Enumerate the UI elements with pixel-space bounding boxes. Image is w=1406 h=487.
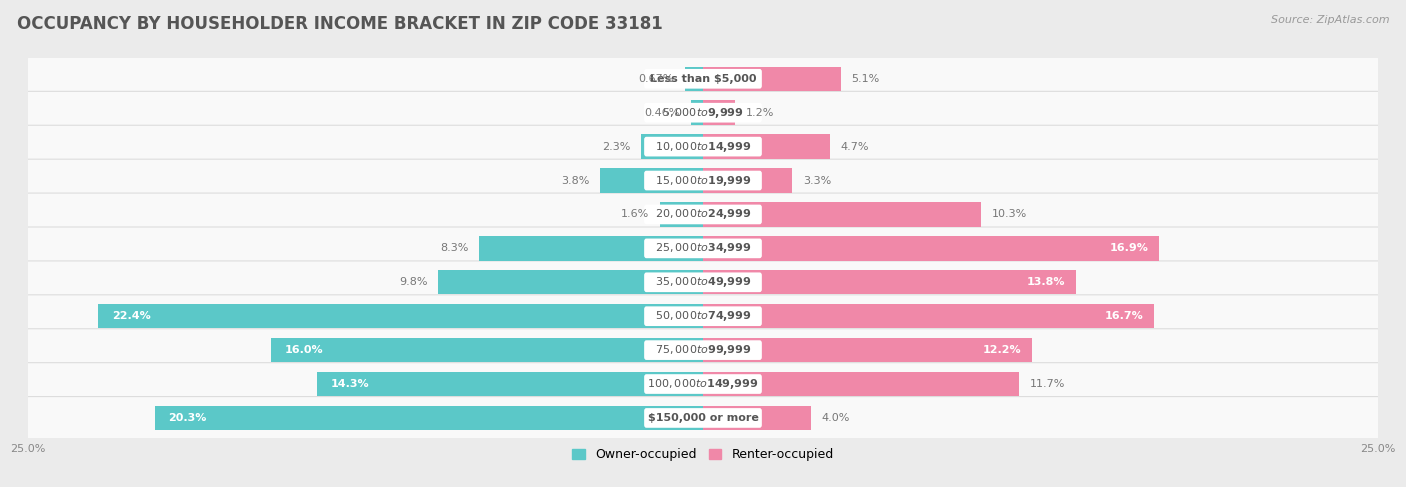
Bar: [316, 372, 703, 396]
FancyBboxPatch shape: [644, 340, 762, 360]
Bar: [685, 67, 703, 91]
FancyBboxPatch shape: [644, 137, 762, 156]
FancyBboxPatch shape: [644, 171, 762, 190]
Bar: [703, 100, 735, 125]
Text: 2.3%: 2.3%: [602, 142, 630, 151]
Text: $150,000 or more: $150,000 or more: [648, 413, 758, 423]
Text: 13.8%: 13.8%: [1026, 277, 1064, 287]
FancyBboxPatch shape: [25, 363, 1381, 405]
Bar: [703, 338, 1032, 362]
FancyBboxPatch shape: [25, 125, 1381, 168]
Text: 16.7%: 16.7%: [1104, 311, 1143, 321]
Text: 11.7%: 11.7%: [1029, 379, 1064, 389]
FancyBboxPatch shape: [25, 261, 1381, 304]
Text: 0.67%: 0.67%: [638, 74, 673, 84]
Text: 1.6%: 1.6%: [621, 209, 650, 220]
Bar: [600, 169, 703, 193]
FancyBboxPatch shape: [25, 329, 1381, 372]
Text: 4.0%: 4.0%: [821, 413, 851, 423]
FancyBboxPatch shape: [25, 227, 1381, 270]
FancyBboxPatch shape: [644, 272, 762, 292]
Bar: [703, 202, 981, 226]
Text: 20.3%: 20.3%: [169, 413, 207, 423]
Bar: [271, 338, 703, 362]
FancyBboxPatch shape: [25, 295, 1381, 337]
Legend: Owner-occupied, Renter-occupied: Owner-occupied, Renter-occupied: [568, 443, 838, 466]
Text: $100,000 to $149,999: $100,000 to $149,999: [647, 377, 759, 391]
FancyBboxPatch shape: [644, 374, 762, 394]
Text: 16.0%: 16.0%: [284, 345, 323, 355]
Text: $50,000 to $74,999: $50,000 to $74,999: [655, 309, 751, 323]
Bar: [690, 100, 703, 125]
Bar: [155, 406, 703, 430]
FancyBboxPatch shape: [25, 159, 1381, 202]
FancyBboxPatch shape: [25, 92, 1381, 134]
FancyBboxPatch shape: [644, 408, 762, 428]
Text: $20,000 to $24,999: $20,000 to $24,999: [655, 207, 751, 222]
FancyBboxPatch shape: [25, 396, 1381, 439]
Text: 1.2%: 1.2%: [747, 108, 775, 118]
Text: 3.8%: 3.8%: [561, 175, 589, 186]
Text: 12.2%: 12.2%: [983, 345, 1022, 355]
Bar: [479, 236, 703, 261]
Text: 0.46%: 0.46%: [644, 108, 679, 118]
Text: 14.3%: 14.3%: [330, 379, 370, 389]
Text: 16.9%: 16.9%: [1109, 244, 1149, 253]
Text: 3.3%: 3.3%: [803, 175, 831, 186]
FancyBboxPatch shape: [644, 205, 762, 225]
Bar: [703, 134, 830, 159]
Bar: [703, 406, 811, 430]
Bar: [703, 236, 1159, 261]
Text: $75,000 to $99,999: $75,000 to $99,999: [655, 343, 751, 357]
Bar: [641, 134, 703, 159]
Text: Less than $5,000: Less than $5,000: [650, 74, 756, 84]
Text: 4.7%: 4.7%: [841, 142, 869, 151]
Bar: [439, 270, 703, 295]
Text: 10.3%: 10.3%: [991, 209, 1028, 220]
Bar: [659, 202, 703, 226]
Text: OCCUPANCY BY HOUSEHOLDER INCOME BRACKET IN ZIP CODE 33181: OCCUPANCY BY HOUSEHOLDER INCOME BRACKET …: [17, 15, 662, 33]
Text: $25,000 to $34,999: $25,000 to $34,999: [655, 242, 751, 255]
Text: $15,000 to $19,999: $15,000 to $19,999: [655, 173, 751, 187]
Text: 22.4%: 22.4%: [112, 311, 150, 321]
Text: $35,000 to $49,999: $35,000 to $49,999: [655, 275, 751, 289]
FancyBboxPatch shape: [644, 103, 762, 123]
Bar: [703, 67, 841, 91]
Bar: [703, 270, 1076, 295]
Bar: [703, 304, 1154, 328]
Text: 9.8%: 9.8%: [399, 277, 427, 287]
Bar: [703, 372, 1019, 396]
Text: $5,000 to $9,999: $5,000 to $9,999: [662, 106, 744, 120]
FancyBboxPatch shape: [644, 306, 762, 326]
Text: 5.1%: 5.1%: [852, 74, 880, 84]
FancyBboxPatch shape: [644, 69, 762, 89]
FancyBboxPatch shape: [25, 193, 1381, 236]
Bar: [703, 169, 792, 193]
Text: 8.3%: 8.3%: [440, 244, 468, 253]
Text: Source: ZipAtlas.com: Source: ZipAtlas.com: [1271, 15, 1389, 25]
FancyBboxPatch shape: [25, 57, 1381, 100]
FancyBboxPatch shape: [644, 239, 762, 258]
Bar: [98, 304, 703, 328]
Text: $10,000 to $14,999: $10,000 to $14,999: [655, 140, 751, 153]
